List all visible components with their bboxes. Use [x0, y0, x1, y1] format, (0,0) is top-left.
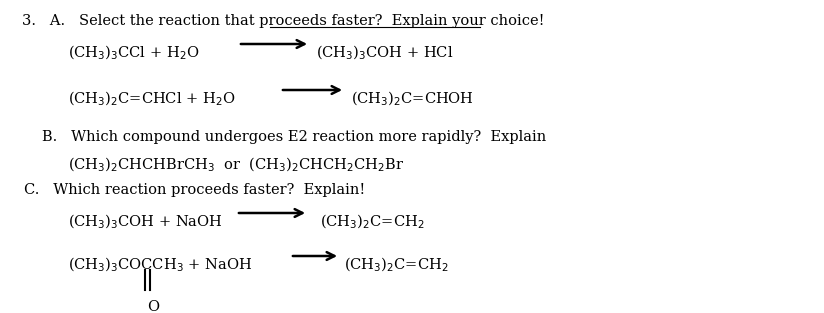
Text: (CH$_3$)$_2$CHCHBrCH$_3$  or  (CH$_3$)$_2$CHCH$_2$CH$_2$Br: (CH$_3$)$_2$CHCHBrCH$_3$ or (CH$_3$)$_2$…: [68, 156, 404, 174]
Text: C.   Which reaction proceeds faster?  Explain!: C. Which reaction proceeds faster? Expla…: [24, 183, 365, 197]
Text: (CH$_3$)$_2$C=CHOH: (CH$_3$)$_2$C=CHOH: [351, 90, 474, 108]
Text: (CH$_3$)$_3$CCl + H$_2$O: (CH$_3$)$_3$CCl + H$_2$O: [68, 44, 199, 62]
Text: O: O: [147, 300, 159, 313]
Text: B.   Which compound undergoes E2 reaction more rapidly?  Explain: B. Which compound undergoes E2 reaction …: [42, 130, 546, 144]
Text: (CH$_3$)$_3$COH + NaOH: (CH$_3$)$_3$COH + NaOH: [68, 213, 222, 231]
Text: (CH$_3$)$_3$COH + HCl: (CH$_3$)$_3$COH + HCl: [316, 44, 453, 62]
Text: 3.   A.   Select the reaction that proceeds faster?  Explain your choice!: 3. A. Select the reaction that proceeds …: [22, 14, 545, 28]
Text: (CH$_3$)$_2$C=CH$_2$: (CH$_3$)$_2$C=CH$_2$: [344, 256, 448, 275]
Text: (CH$_3$)$_3$COCCH$_3$ + NaOH: (CH$_3$)$_3$COCCH$_3$ + NaOH: [68, 256, 252, 275]
Text: (CH$_3$)$_2$C=CH$_2$: (CH$_3$)$_2$C=CH$_2$: [320, 213, 424, 231]
Text: (CH$_3$)$_2$C=CHCl + H$_2$O: (CH$_3$)$_2$C=CHCl + H$_2$O: [68, 90, 236, 108]
